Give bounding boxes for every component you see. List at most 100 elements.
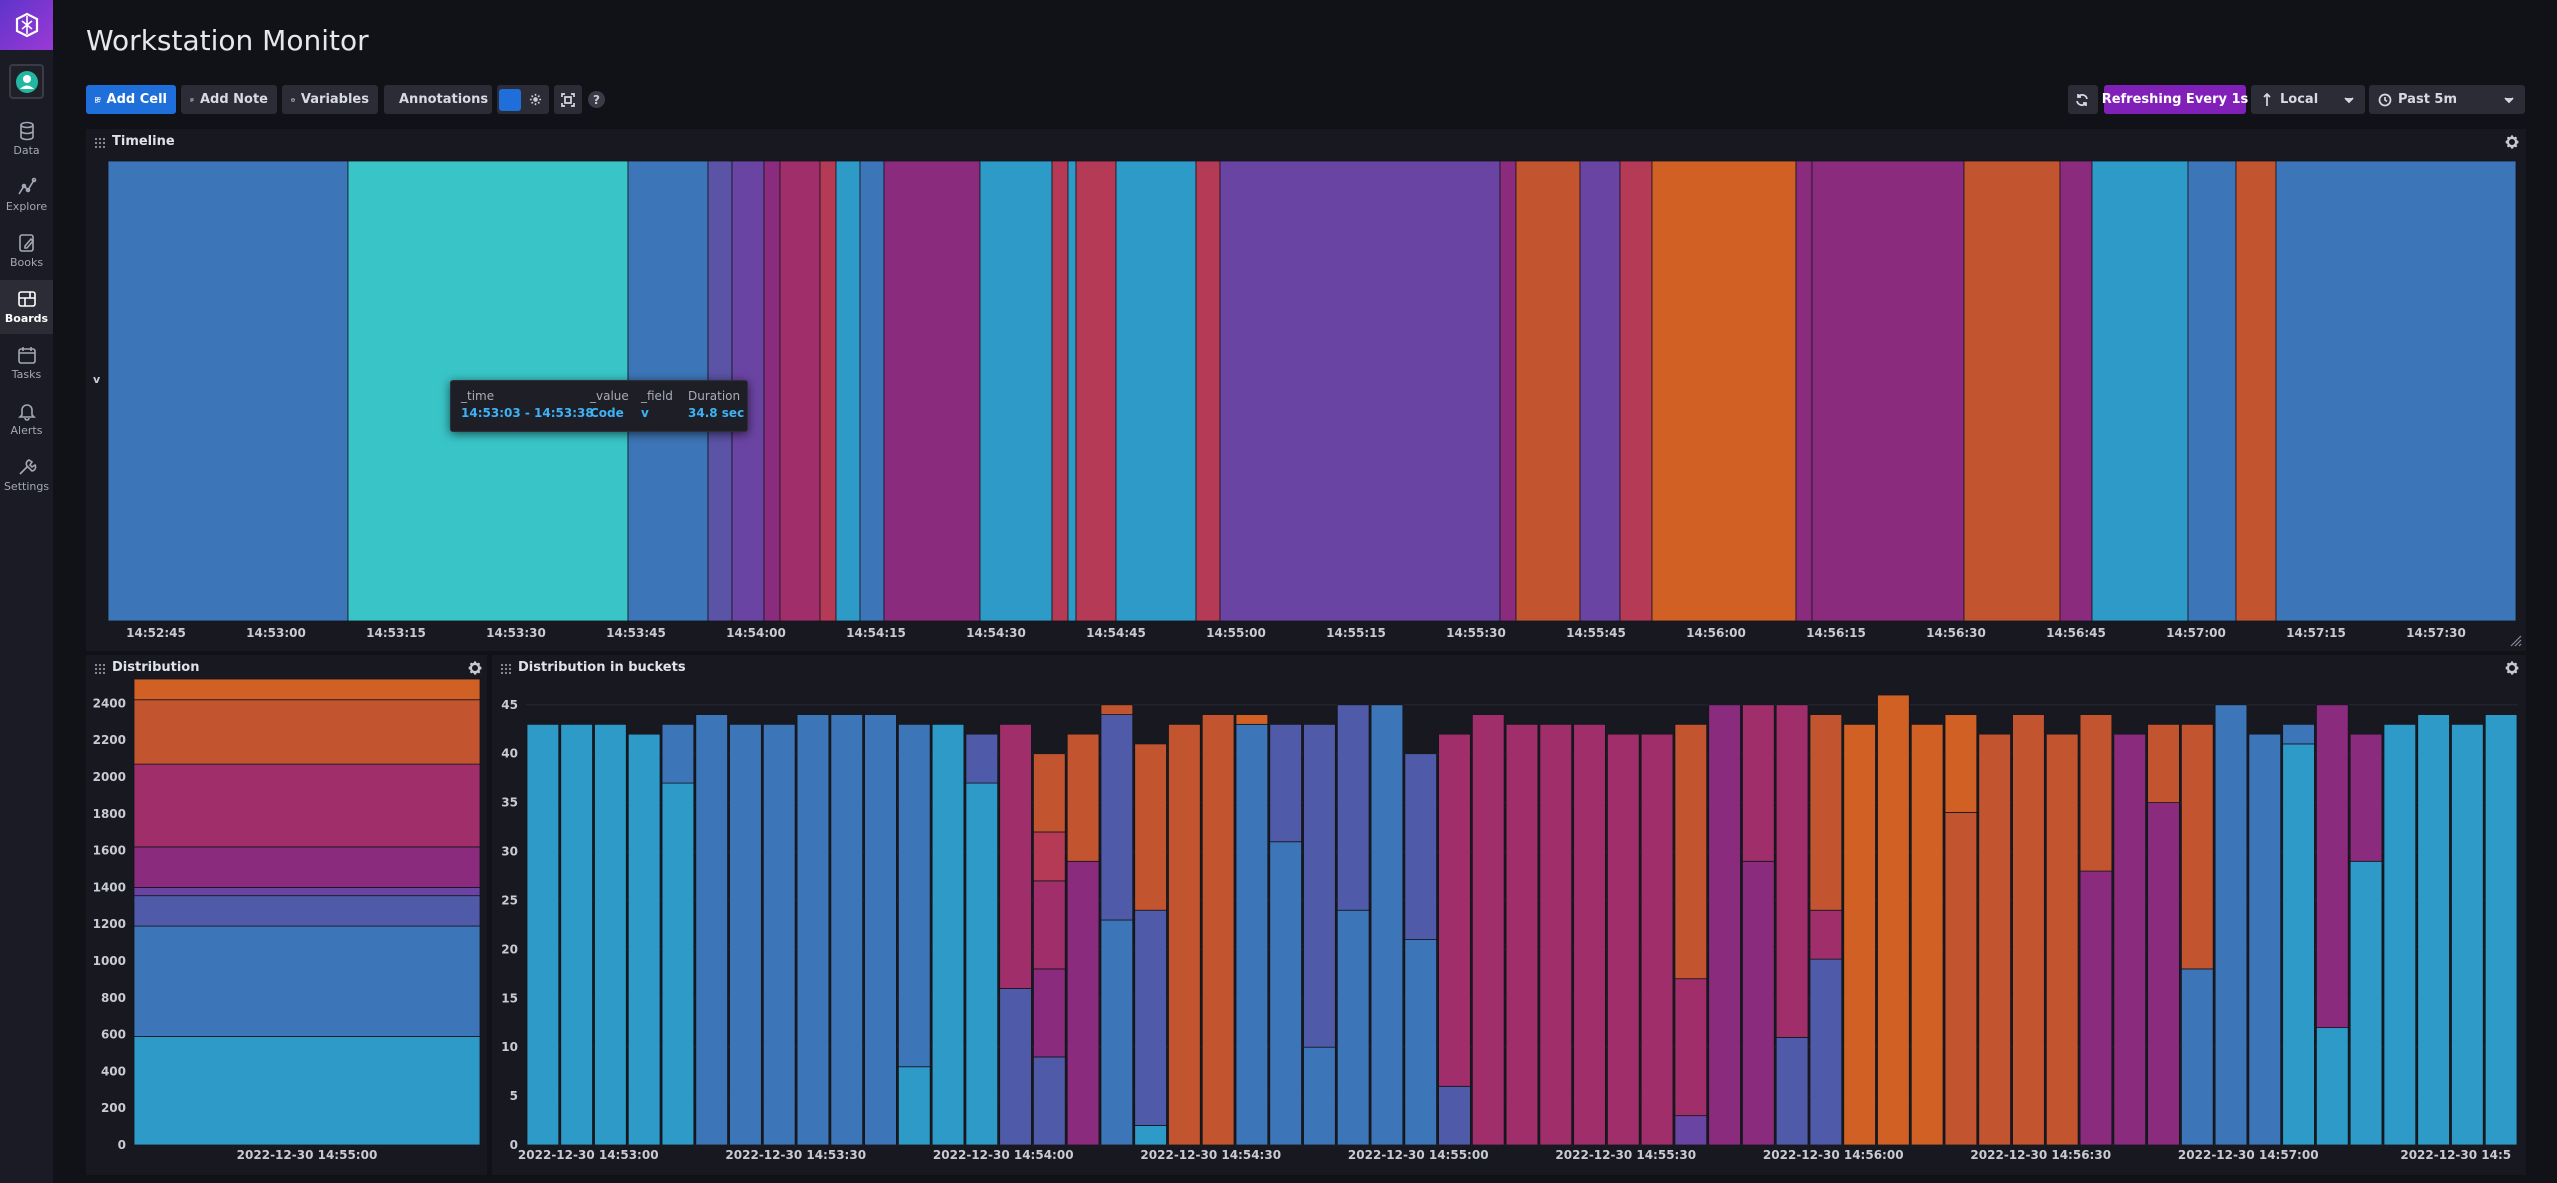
auto-refresh-badge[interactable]: Refreshing Every 1s bbox=[2102, 85, 2248, 114]
nav-item-alerts[interactable]: Alerts bbox=[0, 392, 53, 446]
drag-handle-icon[interactable] bbox=[500, 663, 511, 674]
distribution-y-tick: 1400 bbox=[93, 880, 126, 894]
nav-item-tasks[interactable]: Tasks bbox=[0, 336, 53, 390]
annotations-label: Annotations bbox=[399, 92, 489, 107]
cell-settings-gear-icon[interactable] bbox=[2504, 660, 2520, 676]
bucket-bar-segment bbox=[762, 723, 796, 1146]
bucket-bar-segment bbox=[1775, 704, 1809, 1038]
distribution-y-tick: 1800 bbox=[93, 807, 126, 821]
bucket-bar-segment bbox=[1877, 694, 1910, 1146]
buckets-x-tick: 2022-12-30 14:54:00 bbox=[933, 1148, 1074, 1162]
presentation-mode-button[interactable] bbox=[554, 85, 582, 114]
variables-button[interactable]: Variables bbox=[282, 85, 378, 114]
bucket-bar-segment bbox=[999, 723, 1032, 989]
timeline-x-tick: 14:54:30 bbox=[966, 626, 1026, 640]
buckets-x-tick: 2022-12-30 14:53:30 bbox=[725, 1148, 866, 1162]
bucket-bar-segment bbox=[1944, 811, 1978, 1146]
bucket-bar-segment bbox=[1539, 723, 1573, 1146]
cell-settings-gear-icon[interactable] bbox=[467, 660, 483, 676]
bucket-bar-segment bbox=[1235, 714, 1269, 725]
bucket-bar-segment bbox=[1438, 733, 1471, 1087]
timeline-segment bbox=[1051, 160, 1069, 622]
timeline-x-tick: 14:53:15 bbox=[366, 626, 426, 640]
sun-icon[interactable] bbox=[524, 89, 546, 111]
bucket-bar-segment bbox=[1944, 714, 1978, 813]
add-cell-label: Add Cell bbox=[106, 92, 167, 107]
buckets-y-tick: 0 bbox=[510, 1138, 518, 1152]
timeline-segment bbox=[1963, 160, 2061, 622]
theme-toggle[interactable] bbox=[497, 85, 549, 114]
tooltip-time-value: 14:53:03 - 14:53:38 bbox=[461, 406, 594, 420]
nav-item-settings[interactable]: Settings bbox=[0, 448, 53, 502]
bucket-bar-segment bbox=[1708, 704, 1741, 1146]
bucket-bar-segment bbox=[2079, 714, 2113, 872]
timeline-x-tick: 14:54:00 bbox=[726, 626, 786, 640]
timeline-x-tick: 14:55:00 bbox=[1206, 626, 1266, 640]
timeline-x-tick: 14:56:45 bbox=[2046, 626, 2106, 640]
timeline-title: Timeline bbox=[112, 134, 175, 149]
timeline-x-tick: 14:55:15 bbox=[1326, 626, 1386, 640]
timeline-segment bbox=[107, 160, 349, 622]
nav-item-data[interactable]: Data bbox=[0, 112, 53, 166]
influxdb-logo[interactable] bbox=[0, 0, 53, 50]
buckets-y-tick: 40 bbox=[501, 747, 518, 761]
annotations-button[interactable]: Annotations bbox=[384, 85, 492, 114]
bucket-bar-segment bbox=[2282, 743, 2315, 1146]
refresh-button[interactable] bbox=[2068, 85, 2098, 114]
timeline-x-tick: 14:56:15 bbox=[1806, 626, 1866, 640]
bucket-bar-segment bbox=[2417, 714, 2450, 1146]
org-avatar[interactable] bbox=[9, 64, 44, 99]
distribution-title: Distribution bbox=[112, 660, 200, 675]
nav-item-books[interactable]: Books bbox=[0, 224, 53, 278]
drag-handle-icon[interactable] bbox=[94, 663, 105, 674]
bucket-bar-segment bbox=[1370, 704, 1404, 1146]
timeline-x-tick: 14:55:45 bbox=[1566, 626, 1626, 640]
distribution-segment bbox=[133, 925, 481, 1037]
add-cell-button[interactable]: Add Cell bbox=[86, 85, 176, 114]
bucket-bar-segment bbox=[2282, 723, 2315, 745]
nav-item-label: Alerts bbox=[10, 424, 43, 437]
help-icon[interactable]: ? bbox=[588, 91, 605, 108]
add-note-label: Add Note bbox=[199, 92, 268, 107]
nav-item-boards[interactable]: Boards bbox=[0, 280, 53, 334]
bucket-bar-segment bbox=[1336, 909, 1370, 1146]
tooltip-field-header: _field bbox=[641, 389, 673, 403]
bucket-bar-segment bbox=[1843, 723, 1876, 1146]
buckets-y-tick: 25 bbox=[501, 893, 518, 907]
moon-icon[interactable] bbox=[499, 88, 521, 111]
tooltip-duration-value: 34.8 sec bbox=[688, 406, 745, 420]
notebook-icon bbox=[18, 234, 34, 252]
timeline-segment bbox=[779, 160, 821, 622]
distribution-cell: Distribution 2400 2200 2000 1800 1600 1400 120… bbox=[86, 655, 487, 1175]
bucket-bar-segment bbox=[1303, 723, 1336, 1048]
cell-settings-gear-icon[interactable] bbox=[2504, 134, 2520, 150]
timeline-segment bbox=[2091, 160, 2189, 622]
bucket-bar-segment bbox=[2383, 723, 2417, 1146]
time-range-dropdown[interactable]: Past 5m bbox=[2369, 85, 2525, 114]
add-note-button[interactable]: Add Note bbox=[181, 85, 277, 114]
bucket-bar-segment bbox=[1269, 723, 1302, 843]
tooltip-time-header: _time bbox=[461, 389, 495, 403]
bucket-bar-segment bbox=[1674, 978, 1708, 1117]
bucket-bar-segment bbox=[965, 733, 999, 784]
timeline-segment bbox=[819, 160, 837, 622]
buckets-y-tick: 35 bbox=[501, 796, 518, 810]
tooltip-duration-header: Duration bbox=[688, 389, 741, 403]
timeline-x-tick: 14:53:30 bbox=[486, 626, 546, 640]
clock-icon bbox=[2378, 93, 2392, 106]
timeline-segment bbox=[1219, 160, 1501, 622]
drag-handle-icon[interactable] bbox=[94, 137, 105, 148]
bucket-bar-segment bbox=[2214, 704, 2248, 1146]
nav-item-explore[interactable]: Explore bbox=[0, 168, 53, 222]
tooltip-value-header: _value bbox=[590, 389, 629, 403]
resize-handle-icon[interactable] bbox=[2509, 634, 2523, 648]
bucket-bar-segment bbox=[1607, 733, 1640, 1146]
timezone-dropdown[interactable]: Local bbox=[2251, 85, 2365, 114]
timeline-segment bbox=[1195, 160, 1221, 622]
timeline-segment bbox=[859, 160, 885, 622]
dashboard-icon bbox=[17, 291, 36, 307]
buckets-y-tick: 30 bbox=[501, 845, 518, 859]
distribution-chart[interactable]: 2400220020001800160014001200100080060040… bbox=[86, 655, 487, 1175]
bucket-bar-segment bbox=[999, 988, 1032, 1146]
